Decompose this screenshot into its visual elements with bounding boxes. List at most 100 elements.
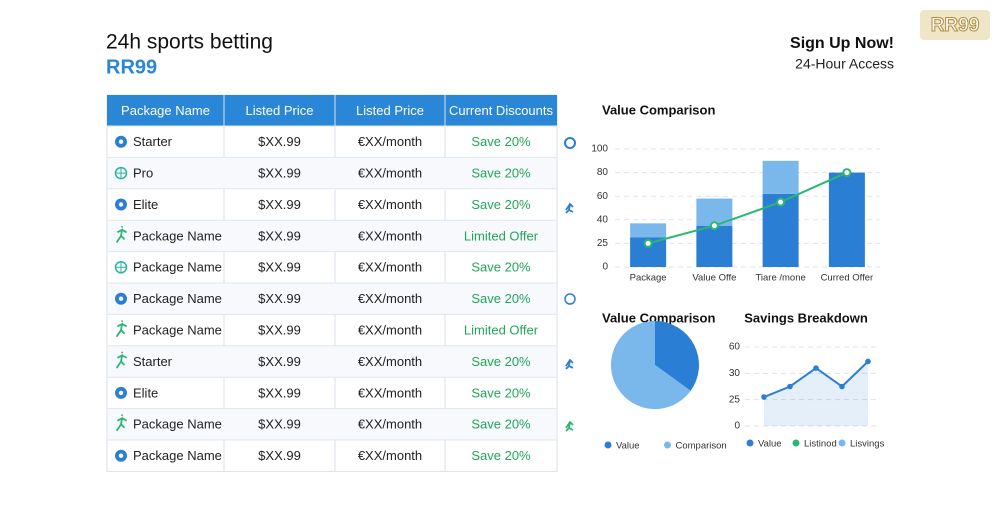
- icon: [564, 293, 576, 305]
- cell: Save 20%: [471, 134, 531, 149]
- cell: Package Name: [133, 323, 222, 338]
- legend-swatch: [792, 439, 800, 447]
- cell: €XX/month: [358, 134, 422, 149]
- cell: Save 20%: [471, 166, 531, 181]
- cta-sub: 24-Hour Access: [795, 56, 894, 72]
- line: [647, 171, 848, 245]
- y-tick-label: 30: [729, 368, 741, 379]
- cell: $XX.99: [258, 291, 301, 306]
- brand: RR99: [106, 56, 157, 78]
- bar-segment: [828, 172, 865, 267]
- cell: €XX/month: [358, 417, 422, 432]
- y-tick-label: 0: [602, 262, 608, 273]
- cell: $XX.99: [258, 260, 301, 275]
- cell: Limited Offer: [464, 323, 539, 338]
- cell: €XX/month: [358, 260, 422, 275]
- icon-runner: [116, 414, 127, 432]
- bar-segment: [762, 160, 799, 194]
- logo: RR99: [931, 15, 980, 36]
- cell: Pro: [133, 166, 153, 181]
- icon: [565, 202, 574, 214]
- cell: Package Name: [133, 291, 222, 306]
- row-bg: [108, 408, 556, 440]
- cell: €XX/month: [358, 197, 422, 212]
- cell: Starter: [133, 134, 173, 149]
- cell: $XX.99: [258, 197, 301, 212]
- column-header: Package Name: [121, 103, 210, 118]
- row-bg: [108, 345, 556, 378]
- cta[interactable]: Sign Up Now!: [790, 35, 894, 52]
- line-point: [643, 238, 653, 248]
- line-point: [839, 383, 845, 390]
- chart-title: Value Comparison: [602, 102, 715, 117]
- icon-soccer: [118, 139, 124, 144]
- icon-runner: [116, 226, 127, 243]
- cell: €XX/month: [358, 385, 422, 400]
- y-tick-label: 0: [734, 421, 740, 432]
- y-tick-label: 40: [597, 214, 609, 225]
- icon-soccer: [118, 202, 124, 207]
- pie-slice: [655, 321, 700, 391]
- cell: Package Name: [133, 260, 222, 275]
- cell: €XX/month: [358, 291, 422, 306]
- line-point: [865, 358, 871, 365]
- cell: $XX.99: [258, 166, 301, 181]
- legend-swatch: [746, 439, 754, 447]
- cell: Elite: [133, 385, 158, 400]
- legend-swatch: [604, 441, 612, 449]
- cell: Package Name: [133, 417, 222, 432]
- cell: Starter: [133, 354, 173, 369]
- cell: $XX.99: [258, 448, 301, 463]
- x-tick-label: Tiare /mone: [755, 273, 805, 284]
- y-tick-label: 60: [729, 342, 741, 353]
- y-tick-label: 80: [597, 167, 609, 178]
- cell: Save 20%: [471, 417, 531, 432]
- line-point: [761, 394, 767, 400]
- x-tick-label: Value Offe: [692, 273, 736, 284]
- cell: Package Name: [133, 228, 222, 243]
- icon-basketball: [114, 261, 128, 274]
- icon-runner: [116, 351, 127, 369]
- icon-soccer: [118, 453, 124, 458]
- icon-basketball: [116, 262, 126, 273]
- cell: $XX.99: [258, 323, 301, 338]
- y-tick-label: 25: [597, 238, 609, 249]
- y-tick-label: 60: [597, 191, 609, 202]
- icon: [565, 420, 574, 432]
- side-icons: [564, 137, 576, 432]
- bar-segment: [630, 223, 667, 238]
- cell: $XX.99: [258, 228, 301, 243]
- cell: Save 20%: [471, 291, 531, 306]
- logo-bg: [920, 10, 990, 40]
- bar-segment: [696, 225, 733, 267]
- legend-label: Lisvings: [850, 439, 885, 450]
- line-point: [813, 365, 819, 371]
- icon: [564, 137, 576, 149]
- icon: [565, 358, 574, 370]
- cell: Save 20%: [471, 385, 531, 400]
- chart-title: Value Comparison: [602, 310, 715, 325]
- chart-title: Savings Breakdown: [744, 310, 868, 325]
- icon-soccer: [118, 390, 124, 396]
- cell: €XX/month: [358, 228, 422, 243]
- cell: Elite: [133, 197, 158, 212]
- column-header: Listed Price: [246, 103, 314, 118]
- x-tick-label: Package: [630, 273, 667, 284]
- table-header: [107, 95, 557, 126]
- cell: $XX.99: [258, 417, 301, 432]
- cell: Save 20%: [471, 448, 531, 463]
- cell: Save 20%: [471, 354, 531, 369]
- legend-label: Value: [758, 439, 782, 450]
- row-bg: [108, 157, 556, 189]
- cell: €XX/month: [358, 166, 422, 181]
- area: [764, 361, 868, 426]
- icon-soccer: [118, 296, 124, 301]
- x-tick-label: Curred Offer: [821, 273, 874, 284]
- cell: Package Name: [133, 448, 222, 463]
- icon-runner: [116, 320, 127, 337]
- icon-basketball: [116, 168, 126, 179]
- legend-swatch: [664, 441, 671, 449]
- cell: Save 20%: [471, 260, 531, 275]
- cell: Save 20%: [471, 197, 531, 212]
